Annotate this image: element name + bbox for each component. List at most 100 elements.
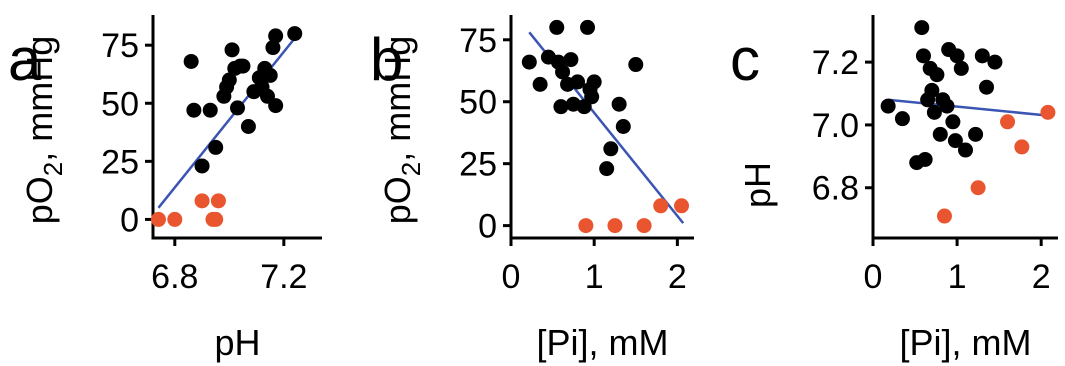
data-point [947,133,963,149]
data-point [932,126,948,142]
data-point [636,218,652,234]
axes-c [871,15,1058,240]
data-point [914,20,930,36]
data-point [939,98,955,114]
data-point [183,53,199,69]
x-axis-title: pH [214,322,260,363]
data-point [563,52,579,68]
data-point [262,67,278,83]
data-point [210,193,226,209]
y-axis-title: pH [737,162,778,208]
y-tick-label: 25 [101,143,139,181]
y-tick-label: 25 [459,146,497,184]
x-tick-label: 2 [668,258,687,296]
x-tick-label: 0 [864,258,883,296]
data-point [521,54,537,70]
data-point [628,57,644,73]
y-tick-label: 0 [478,208,497,246]
data-point [945,114,961,130]
y-tick-label: 50 [101,85,139,123]
data-point [970,180,986,196]
data-point [268,98,284,114]
data-point [578,218,594,234]
data-point [167,211,183,227]
data-point [953,60,969,76]
panel-a: 0 25 50 75 6.8 7.2 a pH pO2, mmHg [8,15,322,363]
panel-letter-a: a [8,26,42,93]
y-axis-title: pO2, mmHg [19,36,68,225]
data-point [268,28,284,44]
data-point [880,98,896,114]
data-point [555,64,571,80]
data-point [1014,139,1030,155]
data-point [915,48,931,64]
y-tick-label: 6.8 [812,170,859,208]
data-point [894,111,910,127]
data-point [570,74,586,90]
x-tick-label: 1 [585,258,604,296]
data-point [929,67,945,83]
axes-a [151,15,322,240]
data-point [924,82,940,98]
data-point [968,126,984,142]
data-point [208,139,224,155]
y-axis-title: pO2, mmHg [377,36,426,225]
data-point [580,19,596,35]
y-tick-label: 7.0 [812,107,859,145]
data-point [553,99,569,115]
y-tick-label: 7.2 [812,44,859,82]
y-axis-title-sub: 2 [38,162,68,176]
data-point [603,141,619,157]
x-axis-title: [Pi], mM [537,322,669,363]
y-axis-title-main: pH [737,162,778,208]
y-axis-title-main: pO [19,176,60,224]
data-point [584,89,600,105]
data-point [607,218,623,234]
data-point [653,198,669,214]
y-axis-title-sub: 2 [396,162,426,176]
data-point [194,193,210,209]
data-point [611,96,627,112]
data-point [532,76,548,92]
data-point [1040,104,1056,120]
data-point [202,102,218,118]
x-tick-label: 7.2 [260,258,307,296]
data-point [230,100,245,116]
x-tick-label: 0 [502,258,521,296]
fit-line-a [157,37,296,209]
x-tick-label: 1 [948,258,967,296]
data-point [224,42,240,58]
data-point [186,102,202,118]
data-point [917,151,933,167]
y-tick-label: 75 [101,27,139,65]
panel-letter-c: c [730,26,760,93]
y-axis-title-main: pO [377,176,418,224]
data-point [287,26,303,42]
panel-c: 6.8 7.0 7.2 0 1 2 c [Pi], mM pH [730,15,1058,363]
data-point [208,211,224,227]
panel-letter-b: b [370,26,403,93]
data-point [599,161,615,177]
y-tick-label: 0 [120,201,139,239]
data-point [235,58,251,74]
y-tick-label: 50 [459,84,497,122]
x-axis-title: [Pi], mM [900,322,1032,363]
fit-line-c [888,98,1048,117]
data-point [150,211,166,227]
data-point [926,104,942,120]
data-point [949,48,965,64]
data-point [974,48,990,64]
data-point [1000,114,1016,130]
data-point [265,40,281,56]
x-tick-label: 6.8 [151,258,198,296]
data-point [549,19,565,35]
data-point [987,54,1003,70]
data-point [936,208,952,224]
data-point [586,74,602,90]
y-axis-title-rest: , mmHg [377,36,418,162]
data-point [240,119,256,134]
data-point [958,142,973,158]
